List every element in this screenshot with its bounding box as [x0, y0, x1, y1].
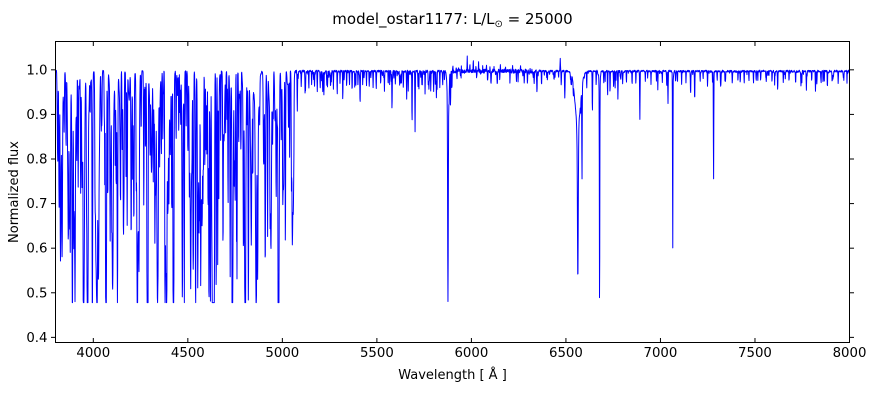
x-tick-label: 4000	[76, 346, 110, 361]
y-tick-label: 0.8	[26, 153, 47, 168]
x-tick-label: 7000	[644, 346, 678, 361]
y-tick-label: 0.7	[26, 197, 47, 212]
chart-title-suffix: = 25000	[503, 10, 573, 28]
solar-symbol-icon: ⊙	[494, 19, 502, 30]
spectrum-line	[55, 55, 850, 304]
x-axis-label: Wavelength [ Å ]	[398, 367, 507, 383]
chart-title-main: model_ostar1177: L/L	[332, 10, 495, 29]
tick-labels: 4000 4500 5000 5500 6000 6500 7000 7500 8000 0.4 0…	[26, 63, 866, 361]
y-tick-label: 0.5	[26, 286, 47, 301]
x-tick-label: 7500	[738, 346, 772, 361]
y-tick-label: 0.6	[26, 242, 47, 257]
y-tick-label: 1.0	[26, 63, 47, 78]
x-tick-label: 4500	[171, 346, 205, 361]
y-axis-label: Normalized flux	[7, 141, 22, 243]
x-tick-label: 8000	[833, 346, 867, 361]
tick-marks	[51, 41, 854, 343]
y-tick-label: 0.4	[26, 331, 47, 346]
x-tick-label: 6500	[549, 346, 583, 361]
x-tick-label: 6000	[454, 346, 488, 361]
x-tick-label: 5500	[360, 346, 394, 361]
chart-title: model_ostar1177: L/L⊙ = 25000	[332, 10, 572, 30]
axes-box	[55, 41, 850, 343]
x-tick-label: 5000	[265, 346, 299, 361]
y-tick-label: 0.9	[26, 108, 47, 123]
